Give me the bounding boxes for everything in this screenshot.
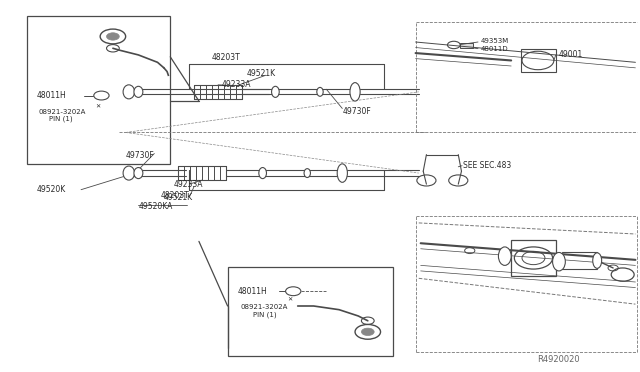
Text: 49233A: 49233A [173,180,203,189]
Text: 48011H: 48011H [237,287,267,296]
Ellipse shape [552,253,565,271]
Text: 48011D: 48011D [481,46,508,52]
Ellipse shape [123,85,134,99]
Ellipse shape [337,164,348,182]
Ellipse shape [317,87,323,96]
Bar [228,267,394,356]
Text: 49521K: 49521K [164,193,193,202]
Text: ✕: ✕ [96,105,101,109]
Ellipse shape [304,169,310,177]
Ellipse shape [350,83,360,101]
Bar [460,43,473,48]
Text: 49730F: 49730F [125,151,154,160]
Ellipse shape [271,86,279,97]
Bar [511,240,556,276]
Bar [27,16,170,164]
Text: 48203T: 48203T [212,53,241,62]
Ellipse shape [259,167,266,179]
Text: 08921-3202A: 08921-3202A [241,304,288,310]
Circle shape [362,328,374,336]
Text: 48203T: 48203T [161,191,189,200]
Circle shape [106,33,119,40]
Text: 49520K: 49520K [36,185,66,194]
Ellipse shape [134,86,143,97]
Text: 49353M: 49353M [481,38,509,44]
Text: PIN (1): PIN (1) [253,311,276,318]
Text: 48011H: 48011H [36,91,66,100]
Ellipse shape [593,253,602,268]
Ellipse shape [499,247,511,265]
Bar [562,253,597,269]
Text: 49730F: 49730F [342,106,371,116]
Bar [178,166,226,180]
Text: R4920020: R4920020 [537,355,579,364]
Text: 49521K: 49521K [246,69,276,78]
Bar [194,85,242,99]
Ellipse shape [134,167,143,179]
Text: 49233A: 49233A [221,80,251,89]
Text: PIN (1): PIN (1) [49,116,73,122]
Text: 08921-3202A: 08921-3202A [38,109,86,115]
Ellipse shape [123,166,134,180]
Text: 49520KA: 49520KA [138,202,173,211]
Text: SEE SEC.483: SEE SEC.483 [463,161,511,170]
Text: ✕: ✕ [287,297,292,302]
Bar [521,49,556,71]
Text: 49001: 49001 [559,51,583,60]
